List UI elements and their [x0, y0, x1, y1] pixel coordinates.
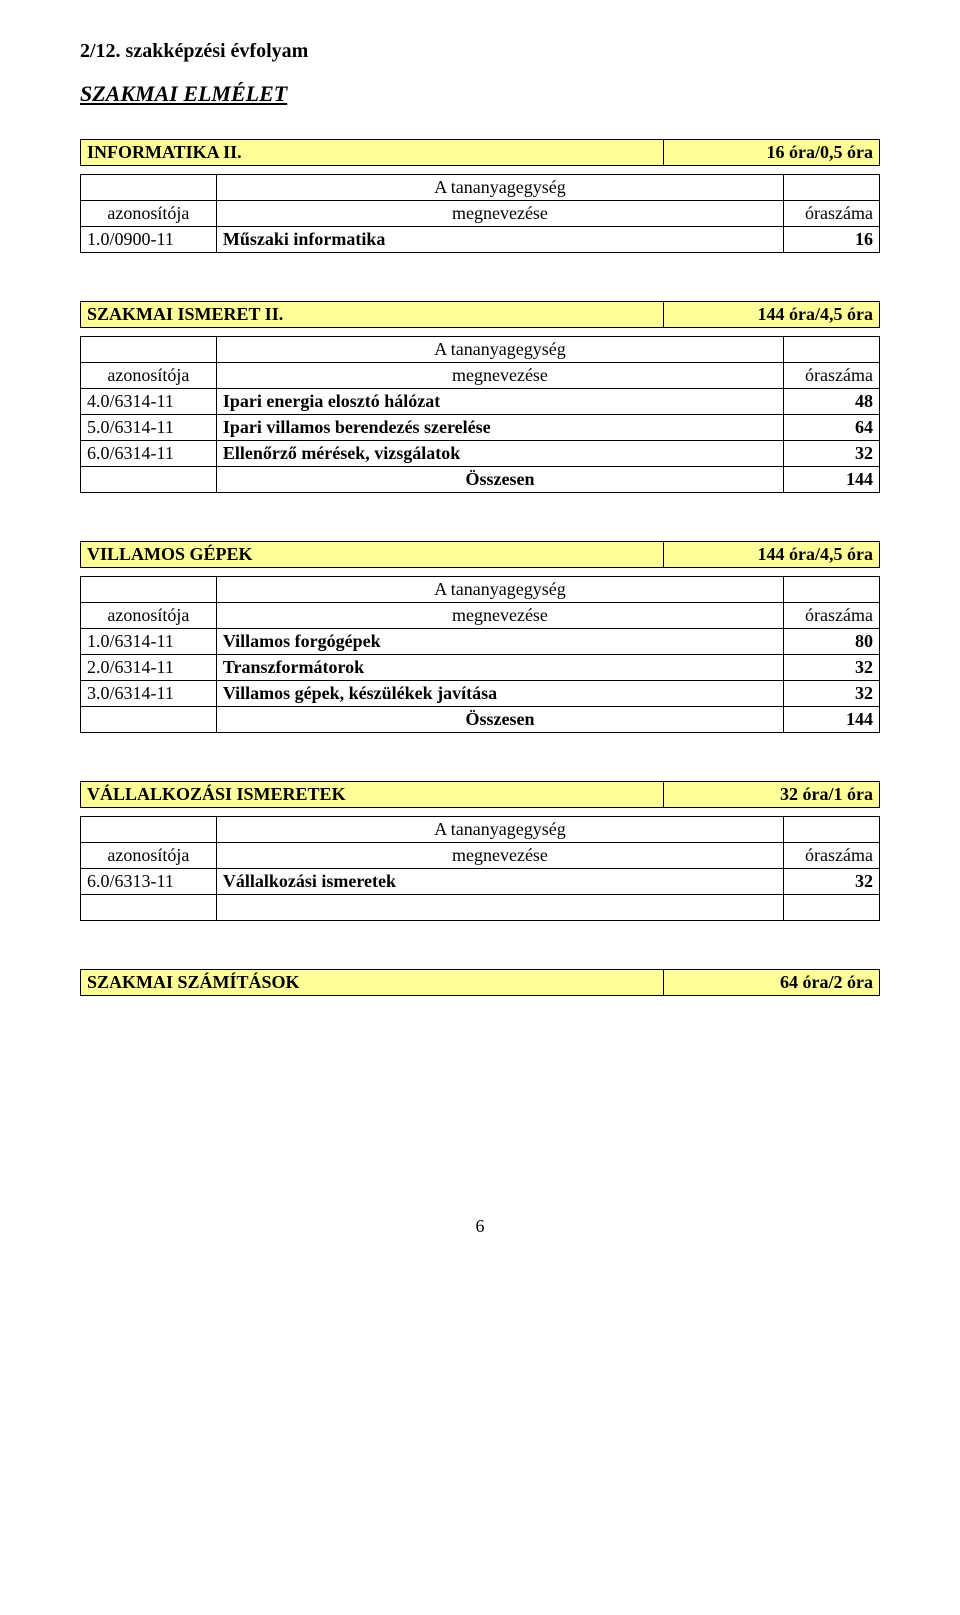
table-total-row: Összesen144 [81, 467, 880, 493]
table-total-row: Összesen144 [81, 707, 880, 733]
block-content-table: A tananyagegység azonosítójamegnevezéseó… [80, 174, 880, 253]
table-row: 3.0/6314-11Villamos gépek, készülékek ja… [81, 681, 880, 707]
header-name: megnevezése [216, 201, 783, 227]
block-title: INFORMATIKA II. [81, 140, 361, 166]
total-value: 144 [784, 467, 880, 493]
row-id: 2.0/6314-11 [81, 655, 217, 681]
table-row: 2.0/6314-11Transzformátorok32 [81, 655, 880, 681]
block-title-table: SZAKMAI ISMERET II. 144 óra/4,5 óra [80, 301, 880, 328]
row-num: 32 [784, 655, 880, 681]
header-empty [81, 577, 217, 603]
row-num [784, 895, 880, 921]
header-empty [784, 337, 880, 363]
row-id: 3.0/6314-11 [81, 681, 217, 707]
heading-grade: 2/12. szakképzési évfolyam [80, 40, 880, 63]
header-hours: óraszáma [784, 201, 880, 227]
header-hours: óraszáma [784, 603, 880, 629]
row-num: 80 [784, 629, 880, 655]
row-id: 1.0/6314-11 [81, 629, 217, 655]
block-title-table: INFORMATIKA II. 16 óra/0,5 óra [80, 139, 880, 166]
block-title: SZAKMAI ISMERET II. [81, 302, 361, 328]
row-name: Műszaki informatika [216, 227, 783, 253]
table-row: 4.0/6314-11Ipari energia elosztó hálózat… [81, 389, 880, 415]
block-hours: 144 óra/4,5 óra [664, 302, 880, 328]
header-empty [81, 337, 217, 363]
row-num: 48 [784, 389, 880, 415]
header-unit: A tananyagegység [216, 577, 783, 603]
header-name: megnevezése [216, 363, 783, 389]
row-num: 32 [784, 441, 880, 467]
block-title-fill [360, 970, 664, 996]
total-value: 144 [784, 707, 880, 733]
table-row: 1.0/0900-11Műszaki informatika16 [81, 227, 880, 253]
table-row: 5.0/6314-11Ipari villamos berendezés sze… [81, 415, 880, 441]
row-id [81, 895, 217, 921]
header-unit: A tananyagegység [216, 817, 783, 843]
row-name [216, 895, 783, 921]
row-num: 32 [784, 681, 880, 707]
total-empty [81, 707, 217, 733]
header-empty [81, 175, 217, 201]
blocks-container: INFORMATIKA II. 16 óra/0,5 óra A tananya… [80, 139, 880, 996]
row-num: 64 [784, 415, 880, 441]
header-id: azonosítója [81, 201, 217, 227]
row-name: Ellenőrző mérések, vizsgálatok [216, 441, 783, 467]
header-hours: óraszáma [784, 843, 880, 869]
header-unit: A tananyagegység [216, 175, 783, 201]
total-label: Összesen [216, 467, 783, 493]
table-row [81, 895, 880, 921]
header-name: megnevezése [216, 603, 783, 629]
row-id: 6.0/6313-11 [81, 869, 217, 895]
heading-section: SZAKMAI ELMÉLET [80, 81, 880, 107]
row-num: 32 [784, 869, 880, 895]
row-name: Transzformátorok [216, 655, 783, 681]
header-name: megnevezése [216, 843, 783, 869]
block-content-table: A tananyagegység azonosítójamegnevezéseó… [80, 576, 880, 733]
row-name: Ipari energia elosztó hálózat [216, 389, 783, 415]
block-title-table: SZAKMAI SZÁMÍTÁSOK 64 óra/2 óra [80, 969, 880, 996]
block-hours: 16 óra/0,5 óra [664, 140, 880, 166]
header-hours: óraszáma [784, 363, 880, 389]
block-hours: 32 óra/1 óra [664, 782, 880, 808]
row-id: 4.0/6314-11 [81, 389, 217, 415]
row-name: Villamos gépek, készülékek javítása [216, 681, 783, 707]
row-name: Ipari villamos berendezés szerelése [216, 415, 783, 441]
block-hours: 144 óra/4,5 óra [664, 542, 880, 568]
header-id: azonosítója [81, 843, 217, 869]
row-id: 6.0/6314-11 [81, 441, 217, 467]
table-row: 6.0/6313-11Vállalkozási ismeretek32 [81, 869, 880, 895]
block-hours: 64 óra/2 óra [664, 970, 880, 996]
block-content-table: A tananyagegység azonosítójamegnevezéseó… [80, 816, 880, 921]
header-empty [784, 817, 880, 843]
block-title-fill [360, 302, 664, 328]
row-name: Vállalkozási ismeretek [216, 869, 783, 895]
page-number: 6 [80, 1216, 880, 1237]
table-row: 6.0/6314-11Ellenőrző mérések, vizsgálato… [81, 441, 880, 467]
row-id: 1.0/0900-11 [81, 227, 217, 253]
table-row: 1.0/6314-11Villamos forgógépek80 [81, 629, 880, 655]
block-title-table: VILLAMOS GÉPEK 144 óra/4,5 óra [80, 541, 880, 568]
total-label: Összesen [216, 707, 783, 733]
header-empty [784, 175, 880, 201]
block-title: SZAKMAI SZÁMÍTÁSOK [81, 970, 361, 996]
header-empty [784, 577, 880, 603]
row-name: Villamos forgógépek [216, 629, 783, 655]
header-unit: A tananyagegység [216, 337, 783, 363]
header-id: azonosítója [81, 603, 217, 629]
header-id: azonosítója [81, 363, 217, 389]
block-content-table: A tananyagegység azonosítójamegnevezéseó… [80, 336, 880, 493]
block-title-table: VÁLLALKOZÁSI ISMERETEK 32 óra/1 óra [80, 781, 880, 808]
block-title-fill [360, 782, 664, 808]
total-empty [81, 467, 217, 493]
block-title-fill [360, 542, 664, 568]
header-empty [81, 817, 217, 843]
row-id: 5.0/6314-11 [81, 415, 217, 441]
block-title-fill [360, 140, 664, 166]
block-title: VÁLLALKOZÁSI ISMERETEK [81, 782, 361, 808]
row-num: 16 [784, 227, 880, 253]
block-title: VILLAMOS GÉPEK [81, 542, 361, 568]
